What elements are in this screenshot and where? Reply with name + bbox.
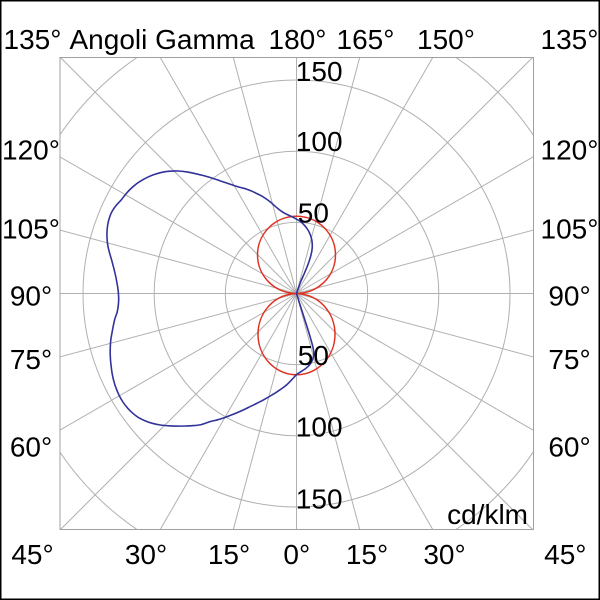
svg-text:75°: 75° bbox=[548, 344, 590, 375]
svg-text:Angoli Gamma: Angoli Gamma bbox=[70, 24, 256, 55]
svg-text:150: 150 bbox=[296, 56, 343, 87]
svg-text:50: 50 bbox=[298, 340, 329, 371]
svg-text:60°: 60° bbox=[10, 432, 52, 463]
svg-text:45°: 45° bbox=[11, 539, 53, 570]
svg-text:75°: 75° bbox=[10, 344, 52, 375]
svg-text:135°: 135° bbox=[4, 24, 62, 55]
svg-text:135°: 135° bbox=[541, 24, 599, 55]
svg-text:105°: 105° bbox=[541, 214, 599, 245]
svg-text:180°: 180° bbox=[269, 24, 327, 55]
svg-text:120°: 120° bbox=[541, 135, 599, 166]
svg-text:45°: 45° bbox=[544, 539, 586, 570]
svg-text:120°: 120° bbox=[2, 135, 60, 166]
svg-text:90°: 90° bbox=[548, 281, 590, 312]
svg-text:105°: 105° bbox=[2, 214, 60, 245]
svg-text:100: 100 bbox=[296, 126, 343, 157]
svg-text:150: 150 bbox=[296, 484, 343, 515]
svg-text:15°: 15° bbox=[208, 539, 250, 570]
svg-text:165°: 165° bbox=[337, 24, 395, 55]
svg-text:90°: 90° bbox=[10, 281, 52, 312]
svg-text:150°: 150° bbox=[417, 24, 475, 55]
svg-text:50: 50 bbox=[298, 197, 329, 228]
svg-text:cd/klm: cd/klm bbox=[447, 499, 528, 530]
svg-text:100: 100 bbox=[296, 412, 343, 443]
svg-text:60°: 60° bbox=[548, 432, 590, 463]
svg-text:0°: 0° bbox=[283, 539, 310, 570]
svg-text:30°: 30° bbox=[125, 539, 167, 570]
svg-text:15°: 15° bbox=[346, 539, 388, 570]
svg-text:30°: 30° bbox=[423, 539, 465, 570]
